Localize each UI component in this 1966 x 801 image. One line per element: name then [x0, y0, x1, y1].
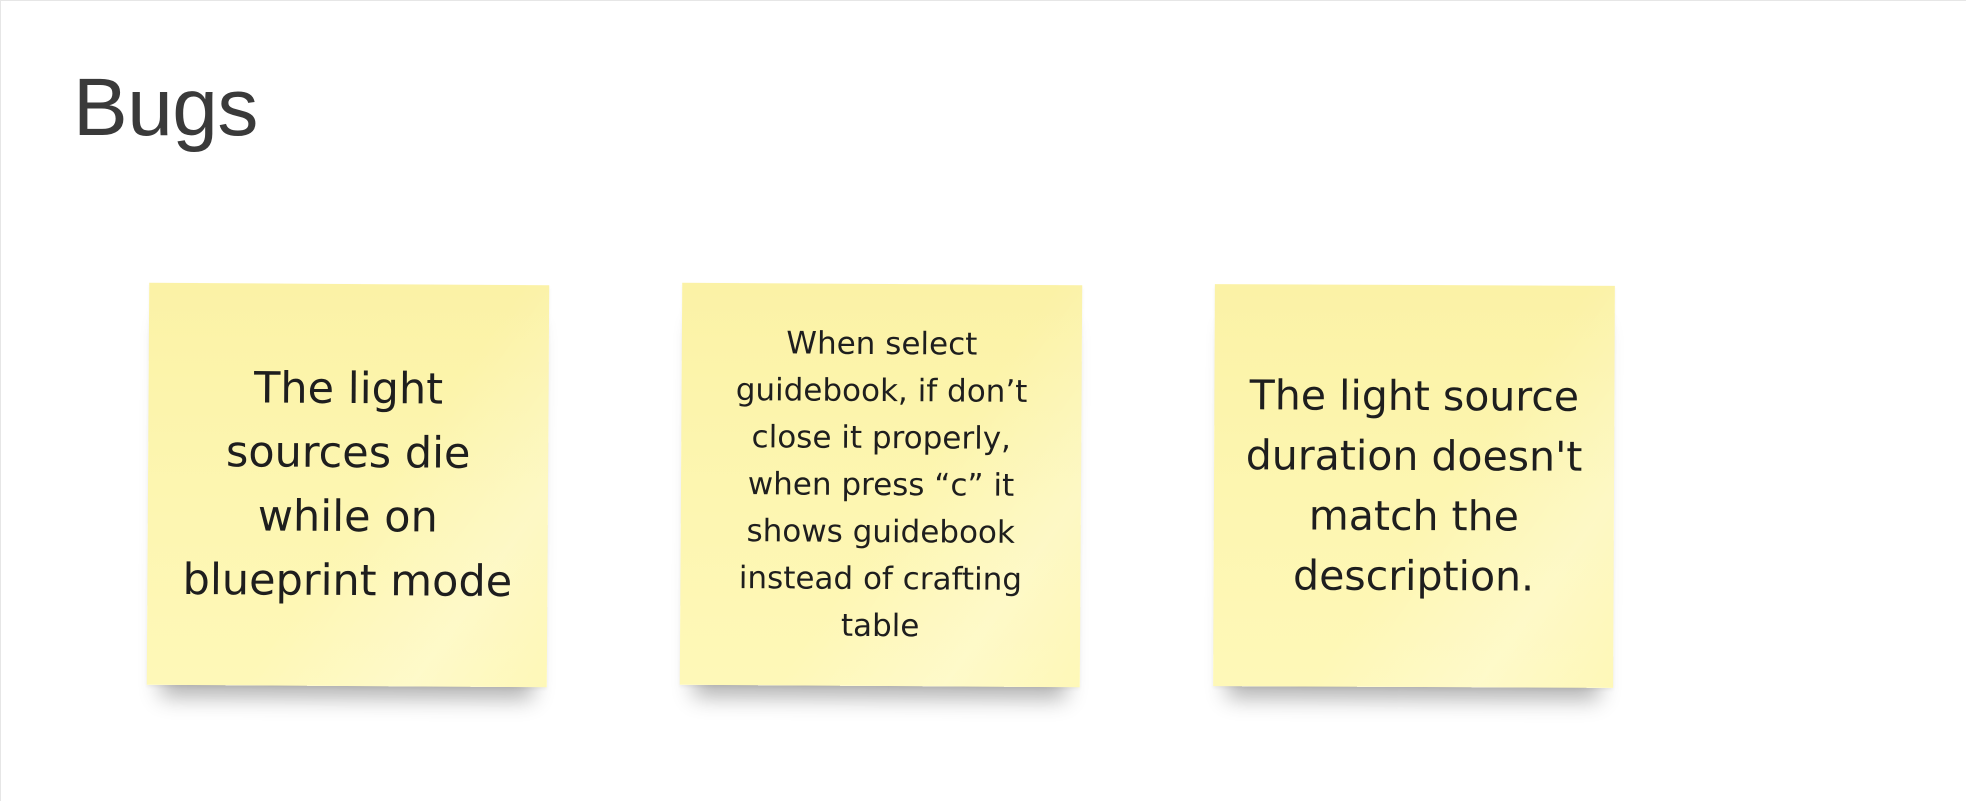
frame-title[interactable]: Bugs	[73, 62, 258, 153]
sticky-note-text: The light sources die while on blueprint…	[182, 363, 513, 608]
sticky-note-text: When select guidebook, if don’t close it…	[735, 324, 1028, 644]
sticky-note[interactable]: The light sources die while on blueprint…	[146, 282, 550, 688]
sticky-note-text: The light source duration doesn't match …	[1245, 371, 1583, 601]
sticky-note[interactable]: The light source duration doesn't match …	[1213, 284, 1615, 688]
sticky-note[interactable]: When select guidebook, if don’t close it…	[679, 282, 1083, 688]
